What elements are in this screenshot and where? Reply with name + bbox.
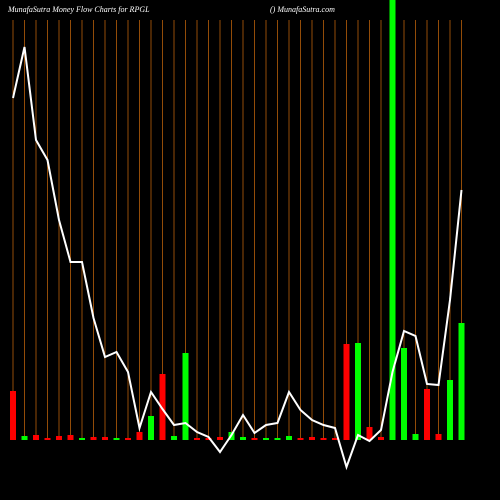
chart-title: MunafaSutra Money Flow Charts for RPGL xyxy=(7,5,150,14)
bar xyxy=(182,353,189,440)
bar xyxy=(389,0,396,440)
bar xyxy=(332,438,338,440)
bar xyxy=(240,437,246,440)
bar xyxy=(102,437,108,440)
bar xyxy=(90,437,97,440)
bar xyxy=(217,437,223,440)
bar xyxy=(10,391,16,440)
bar xyxy=(435,434,442,440)
bar xyxy=(320,438,327,440)
bar xyxy=(378,437,384,440)
bar xyxy=(21,436,28,440)
bar xyxy=(113,438,120,440)
bar xyxy=(79,438,85,440)
bar xyxy=(159,374,166,440)
bar xyxy=(263,438,269,440)
bar xyxy=(458,323,465,440)
bar xyxy=(355,343,361,440)
bar xyxy=(343,344,350,440)
bar xyxy=(33,435,39,440)
bar xyxy=(148,416,154,440)
bar xyxy=(401,348,407,440)
bar xyxy=(447,380,453,440)
bar xyxy=(56,436,62,440)
bar xyxy=(286,436,292,440)
bar xyxy=(297,438,304,440)
bar xyxy=(251,438,258,440)
bar xyxy=(412,434,419,440)
bar xyxy=(44,438,51,440)
bar xyxy=(274,438,281,440)
bar xyxy=(125,438,131,440)
bar xyxy=(171,436,177,440)
money-flow-line xyxy=(12,46,463,471)
bar xyxy=(67,435,74,440)
bar xyxy=(205,438,212,440)
bar xyxy=(194,438,200,440)
chart-subtitle: () MunafaSutra.com xyxy=(270,5,335,14)
bar xyxy=(309,437,315,440)
bar xyxy=(366,427,373,440)
bar xyxy=(136,432,143,440)
bar xyxy=(424,389,430,440)
